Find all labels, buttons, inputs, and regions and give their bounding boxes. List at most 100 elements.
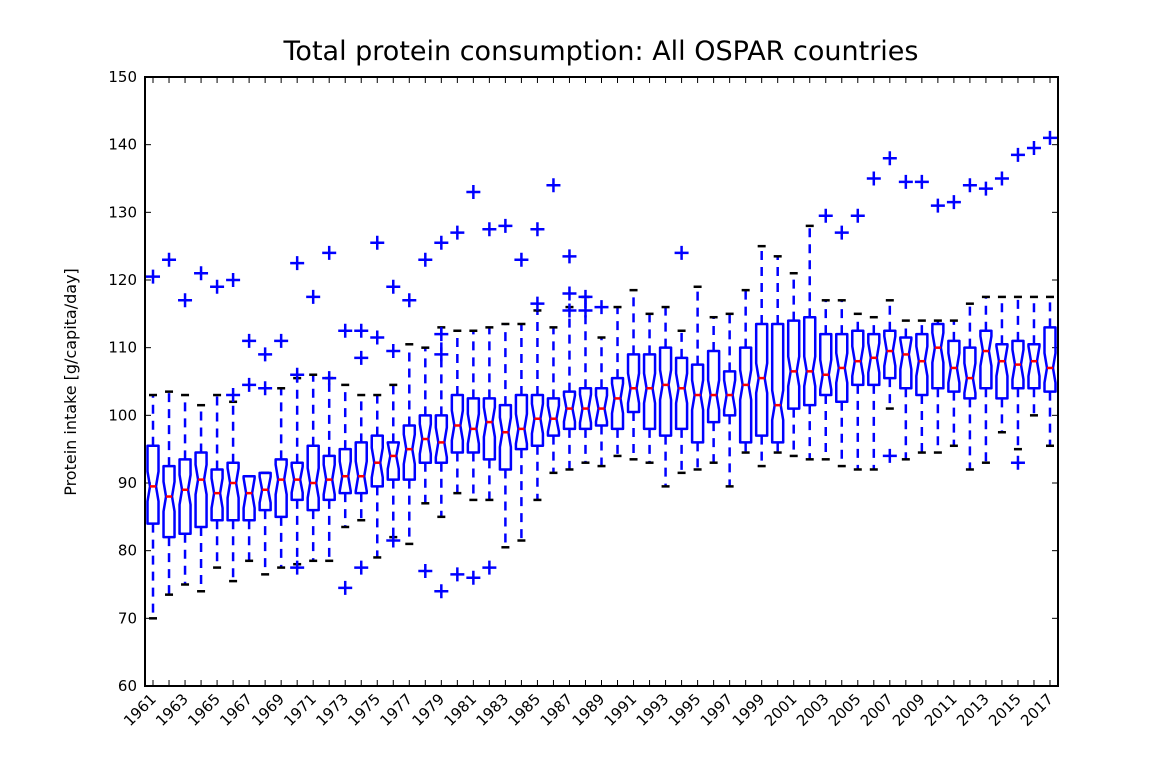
box-1972 [322, 245, 337, 563]
box-1986 [546, 178, 561, 475]
box-2015 [1010, 147, 1025, 470]
y-tick-label: 60 [118, 677, 137, 695]
box-2013 [978, 181, 993, 464]
y-axis: 60 70 80 90 100 110 120 130 140 150 [108, 68, 1058, 695]
notched-box [1043, 326, 1057, 393]
outlier-marker [322, 245, 337, 260]
outlier-marker [466, 570, 481, 585]
outlier-marker [338, 323, 353, 338]
outlier-marker [450, 225, 465, 240]
outlier-marker [434, 584, 449, 599]
notched-box [963, 346, 977, 400]
notched-box [883, 329, 897, 380]
notched-box [482, 397, 497, 461]
outlier-marker [482, 560, 497, 575]
y-tick-label: 120 [108, 271, 137, 289]
x-tick-label: 2005 [825, 690, 865, 730]
box-1999 [754, 244, 769, 468]
box-1969 [274, 333, 289, 569]
outlier-marker [946, 195, 961, 210]
box-1971 [306, 289, 321, 563]
x-tick-label: 1985 [505, 690, 545, 730]
plot-frame [144, 76, 1059, 687]
outlier-marker [962, 178, 977, 193]
box-1997 [722, 312, 737, 488]
outlier-marker [978, 181, 993, 196]
notched-box [178, 458, 192, 535]
outlier-marker [162, 252, 177, 267]
box-1973 [338, 323, 353, 595]
chart-title: Total protein consumption: All OSPAR cou… [283, 36, 919, 67]
outlier-marker [386, 344, 401, 359]
outlier-marker [898, 174, 913, 189]
box-2001 [786, 271, 801, 458]
outlier-marker [386, 533, 401, 548]
notched-box [642, 353, 657, 431]
outlier-marker [530, 296, 545, 311]
box-1980 [450, 225, 465, 582]
outlier-marker [850, 208, 865, 223]
notched-box [338, 447, 352, 495]
x-tick-label: 1971 [280, 690, 320, 730]
x-tick-label: 2007 [857, 690, 897, 730]
box-1977 [402, 293, 417, 546]
outlier-marker [322, 371, 337, 386]
box-1974 [354, 323, 369, 575]
notched-box [242, 474, 256, 522]
y-tick-label: 90 [118, 474, 137, 492]
notched-box [851, 329, 865, 387]
box-1996 [706, 315, 721, 464]
notched-box [786, 319, 801, 410]
notched-box [722, 370, 737, 417]
outlier-marker [674, 245, 689, 260]
y-tick-label: 130 [108, 203, 137, 221]
x-tick-label: 1961 [120, 690, 160, 730]
notched-box [995, 343, 1009, 400]
outlier-marker [498, 218, 513, 233]
notched-box [626, 353, 641, 414]
box-1981 [466, 185, 481, 585]
notched-box [802, 315, 817, 407]
x-tick-label: 1979 [408, 690, 448, 730]
box-2003 [818, 208, 833, 461]
box-1992 [642, 312, 657, 464]
y-tick-label: 70 [118, 609, 137, 627]
notched-box [594, 387, 609, 427]
x-tick-label: 2003 [793, 690, 833, 730]
outlier-marker [354, 323, 369, 338]
outlier-marker [514, 252, 529, 267]
x-tick-label: 1981 [440, 690, 480, 730]
x-tick-label: 1987 [537, 690, 577, 730]
x-tick-label: 2009 [889, 690, 929, 730]
box-1967 [242, 333, 257, 563]
box-2004 [834, 225, 849, 468]
outlier-marker [994, 171, 1009, 186]
box-1963 [178, 293, 193, 586]
box-2005 [850, 208, 865, 471]
outlier-marker [258, 347, 273, 362]
notched-box [931, 322, 945, 390]
outlier-marker [194, 266, 209, 281]
y-axis-label: Protein intake [g/capita/day] [61, 268, 80, 496]
x-tick-label: 2015 [985, 690, 1025, 730]
y-tick-label: 140 [108, 136, 137, 154]
x-tick-label: 2017 [1017, 690, 1057, 730]
x-tick-label: 1997 [697, 690, 737, 730]
outlier-marker [178, 293, 193, 308]
outlier-marker [354, 560, 369, 575]
box-1976 [386, 279, 401, 548]
notched-box [402, 424, 417, 481]
notched-box [899, 336, 913, 390]
outlier-marker [146, 269, 161, 284]
x-tick-label: 2001 [761, 690, 801, 730]
outlier-marker [882, 151, 897, 166]
outlier-marker [290, 256, 305, 271]
box-1983 [498, 218, 513, 549]
outlier-marker [562, 303, 577, 318]
x-tick-label: 1965 [184, 690, 224, 730]
outlier-marker [434, 327, 449, 342]
notched-box [835, 332, 849, 404]
notched-box [754, 322, 769, 437]
notched-box [578, 387, 593, 431]
box-1964 [194, 266, 209, 593]
